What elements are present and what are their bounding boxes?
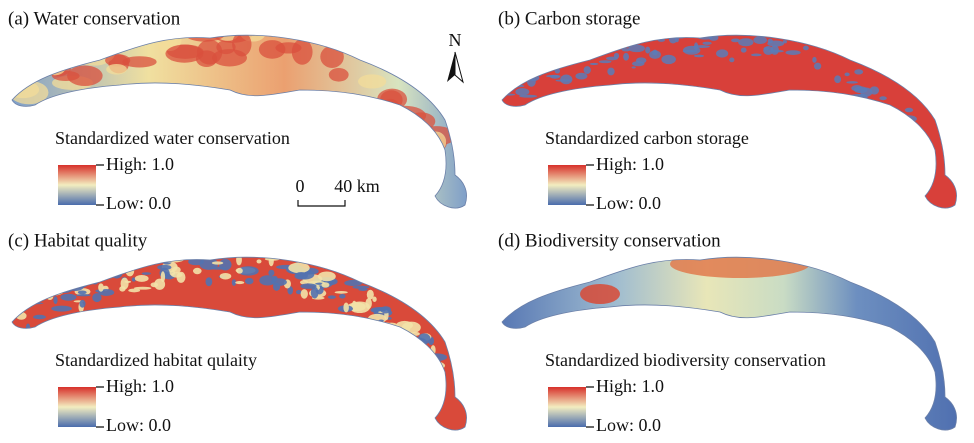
legend-ticks xyxy=(96,387,104,427)
scale-end: 40 km xyxy=(334,176,380,196)
north-arrow: N xyxy=(447,30,463,82)
legend-colorbar xyxy=(58,387,96,427)
legend-title: Standardized biodiversity conservation xyxy=(545,350,826,370)
legend-colorbar xyxy=(548,387,586,427)
panel-title: (d) Biodiversity conservation xyxy=(498,230,721,251)
legend-low: Low: 0.0 xyxy=(596,415,661,435)
panel: (d) Biodiversity conservation Standardize… xyxy=(498,230,957,435)
legend-high: High: 1.0 xyxy=(596,154,664,174)
legend-title: Standardized habitat qulaity xyxy=(55,350,257,370)
panel-title: (a) Water conservation xyxy=(8,8,181,29)
panel-title: (c) Habitat quality xyxy=(8,230,148,251)
scale-bar: 0 40 km xyxy=(296,176,380,206)
legend-high: High: 1.0 xyxy=(596,376,664,396)
legend-ticks xyxy=(586,165,594,205)
legend-high: High: 1.0 xyxy=(106,376,174,396)
panel: (c) Habitat quality Standardized habitat … xyxy=(8,230,467,435)
legend-low: Low: 0.0 xyxy=(596,193,661,213)
legend-title: Standardized water conservation xyxy=(55,128,290,148)
legend-colorbar xyxy=(58,165,96,205)
figure: N 0 40 km (a) Water conservation Standard… xyxy=(0,0,974,443)
scale-start: 0 xyxy=(296,176,305,196)
legend-high: High: 1.0 xyxy=(106,154,174,174)
panel: (a) Water conservation Standardized water… xyxy=(7,8,467,213)
legend-low: Low: 0.0 xyxy=(106,415,171,435)
legend-ticks xyxy=(586,387,594,427)
north-label: N xyxy=(449,30,462,50)
panel: (b) Carbon storage Standardized carbon st… xyxy=(498,8,957,213)
panel-title: (b) Carbon storage xyxy=(498,8,640,29)
legend-colorbar xyxy=(548,165,586,205)
legend-low: Low: 0.0 xyxy=(106,193,171,213)
legend-ticks xyxy=(96,165,104,205)
legend-title: Standardized carbon storage xyxy=(545,128,749,148)
